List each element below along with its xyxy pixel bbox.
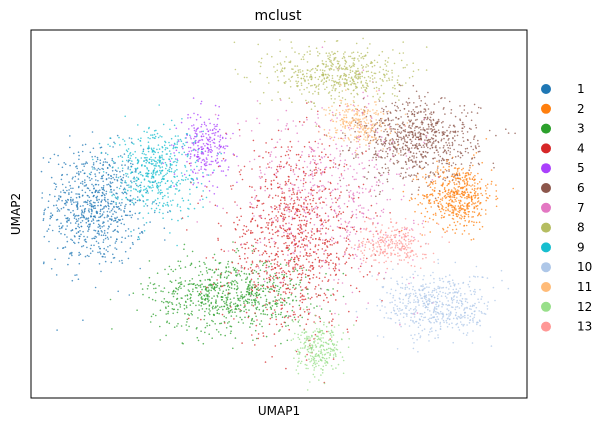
legend-label-10: 10	[577, 260, 592, 274]
legend-label-6: 6	[577, 181, 585, 195]
legend-marker-9	[541, 242, 551, 253]
legend-label-9: 9	[577, 240, 585, 254]
legend-label-13: 13	[577, 320, 592, 334]
cluster-9-points	[88, 104, 222, 247]
y-axis-label: UMAP2	[9, 193, 23, 235]
legend-marker-11	[541, 282, 551, 292]
legend-marker-6	[541, 183, 551, 193]
legend-label-11: 11	[577, 280, 592, 294]
legend-marker-4	[541, 143, 551, 154]
legend-label-1: 1	[577, 82, 585, 96]
chart-title: mclust	[255, 8, 302, 24]
legend-marker-1	[541, 84, 551, 94]
cluster-4-points	[181, 102, 421, 384]
legend-marker-3	[541, 123, 551, 134]
scatter-points	[40, 37, 516, 391]
legend-marker-13	[541, 321, 551, 332]
cluster-2-points	[400, 138, 514, 241]
x-axis-label: UMAP1	[258, 404, 300, 418]
cluster-11-points	[318, 84, 409, 155]
legend-label-5: 5	[577, 161, 585, 175]
legend-label-4: 4	[577, 141, 585, 155]
cluster-10-points	[355, 242, 510, 353]
legend-marker-10	[541, 262, 551, 273]
cluster-6-points	[309, 83, 516, 207]
legend-marker-5	[541, 163, 551, 174]
cluster-13-points	[335, 217, 451, 281]
legend-label-7: 7	[577, 201, 585, 215]
legend-marker-2	[541, 103, 551, 114]
plot-frame	[30, 29, 528, 399]
cluster-5-points	[162, 97, 238, 207]
legend-label-8: 8	[577, 221, 585, 235]
legend-label-12: 12	[577, 300, 592, 314]
legend-marker-12	[541, 301, 551, 312]
cluster-8-points	[233, 37, 428, 127]
cluster-12-points	[290, 308, 355, 391]
cluster-3-points	[109, 241, 345, 350]
legend-label-3: 3	[577, 122, 585, 136]
cluster-1-points	[40, 131, 171, 331]
legend-marker-7	[541, 202, 551, 213]
legend-label-2: 2	[577, 102, 585, 116]
legend-marker-8	[541, 222, 551, 233]
